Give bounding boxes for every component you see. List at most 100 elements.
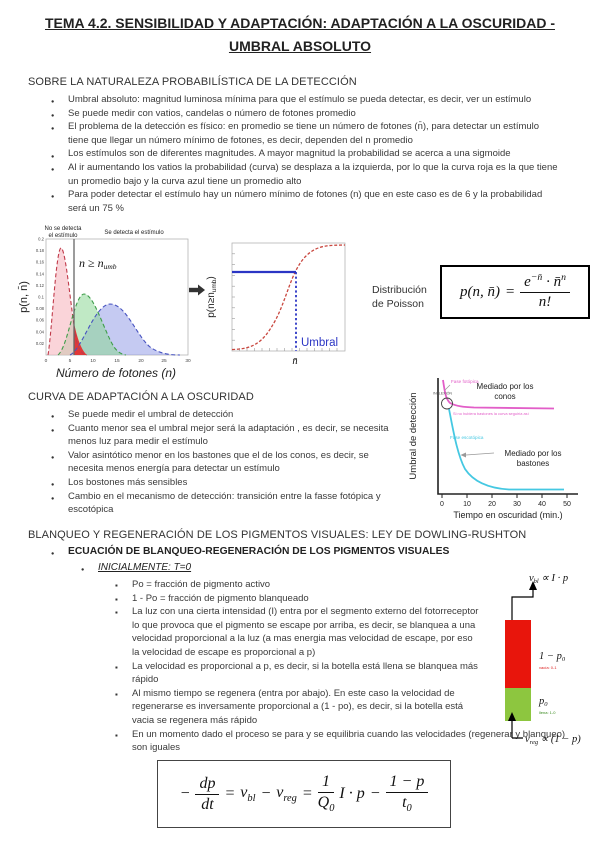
scotopic-phase-label: Fase escotópica (450, 435, 484, 440)
svg-text:0.1: 0.1 (38, 295, 44, 300)
no-detect-label-line1: No se detecta (44, 226, 82, 232)
tick-marks (232, 253, 338, 351)
regeneration-arrow-line (511, 720, 523, 739)
red-distribution-curve (47, 247, 88, 356)
bullet-item: La velocidad es proporcional a p, es dec… (112, 660, 480, 687)
page-title: TEMA 4.2. SENSIBILIDAD Y ADAPTACIÓN: ADA… (0, 12, 600, 58)
poisson-caption: Distribución de Poisson (372, 284, 427, 310)
rods-label-line1: Mediado por los (505, 449, 562, 458)
figure1-y-axis-label: p(n, n̄) (17, 281, 30, 313)
poisson-lhs: p(n, n̄) (460, 283, 501, 300)
poisson-fraction: e−n̄ · n̄n n! (520, 272, 570, 311)
axes (437, 378, 578, 495)
bullet-item: Al ir aumentando los vatios la probabili… (48, 161, 558, 188)
section2-heading: CURVA DE ADAPTACIÓN A LA OSCURIDAD (28, 391, 254, 403)
page-title-line1: TEMA 4.2. SENSIBILIDAD Y ADAPTACIÓN: ADA… (45, 15, 555, 31)
eq-v-reg: vreg (276, 783, 297, 805)
bullet-item: Se puede medir el umbral de detección (48, 408, 400, 424)
figure1-x-axis-label: Número de fotones (n) (56, 366, 176, 380)
photopic-phase-label: Fase fotópica (451, 379, 479, 384)
svg-text:0.04: 0.04 (36, 329, 45, 334)
section3-bullet-list: Po = fracción de pigmento activo 1 - Po … (112, 578, 565, 755)
escape-arrow-line (511, 589, 534, 620)
svg-text:40: 40 (538, 501, 546, 508)
red-overlap-region (74, 323, 87, 355)
svg-text:15: 15 (114, 358, 120, 364)
escape-arrow-head (529, 581, 537, 590)
bullet-item: Umbral absoluto: magnitud luminosa mínim… (48, 93, 558, 109)
scotopic-curve (448, 408, 564, 491)
svg-text:0.14: 0.14 (36, 271, 45, 276)
bullet-item: 1 - Po = fracción de pigmento blanqueado (112, 592, 480, 606)
rods-pointer-arrowhead (460, 452, 466, 458)
svg-text:20: 20 (138, 358, 144, 364)
bleached-fraction-caption: vacía: 0-1 (539, 665, 557, 670)
dowling-rushton-equation: − dp dt = vbl − vreg = 1 Q0 I · p − 1 − … (157, 760, 451, 828)
section3-heading: BLANQUEO Y REGENERACIÓN DE LOS PIGMENTOS… (28, 529, 527, 541)
bullet-item: Al mismo tiempo se regenera (entra por a… (112, 687, 480, 728)
inflection-circle (441, 397, 453, 410)
poisson-equation: p(n, n̄) = e−n̄ · n̄n n! (440, 265, 590, 319)
section2-bullet-list: Se puede medir el umbral de detección Cu… (48, 408, 400, 517)
x-tick-labels: 0 10 20 30 40 50 (440, 501, 571, 508)
bullet-item: Los bostones más sensibles (48, 476, 400, 492)
svg-text:5: 5 (69, 358, 72, 364)
bullet-item: En un momento dado el proceso se para y … (112, 728, 580, 755)
no-detect-label-line2: el estímulo (48, 233, 78, 239)
svg-text:0: 0 (45, 358, 48, 364)
bullet-item: Valor asintótico menor en los bastones q… (48, 449, 400, 476)
bullet-item: Los estímulos son de diferentes magnitud… (48, 147, 558, 163)
bullet-item: Cuanto menor sea el umbral mejor será la… (48, 422, 400, 449)
plot-frame (231, 242, 346, 352)
svg-text:30: 30 (513, 501, 521, 508)
green-distribution-curve (57, 293, 127, 356)
photopic-pointer-line (444, 384, 451, 391)
svg-text:10: 10 (463, 501, 471, 508)
regeneration-arrow-head (508, 712, 516, 721)
page-title-line2: UMBRAL ABSOLUTO (228, 38, 372, 54)
eq-1-p-t0-fraction: 1 − p t0 (385, 773, 429, 815)
active-fraction-label: p0 (538, 696, 548, 708)
right-arrow-icon (189, 284, 205, 296)
svg-text:0.18: 0.18 (36, 248, 45, 253)
active-pigment-region (505, 688, 531, 721)
regeneration-rate-equation: vreg ∝ (1 − p) (525, 734, 581, 746)
section3-subsubheading: INICIALMENTE: T=0 (78, 561, 378, 577)
detect-label: Se detecta el estímulo (104, 230, 164, 236)
svg-text:0: 0 (440, 501, 444, 508)
svg-text:0.08: 0.08 (36, 306, 45, 311)
cones-label-line2: conos (494, 392, 515, 401)
section3-sub-list: ECUACIÓN DE BLANQUEO-REGENERACIÓN DE LOS… (48, 545, 568, 561)
y-axis-ticks: 0.2 0.18 0.16 0.14 0.12 0.1 0.08 0.06 0.… (36, 237, 45, 346)
svg-text:0.12: 0.12 (36, 283, 45, 288)
svg-text:0.2: 0.2 (38, 237, 44, 242)
bullet-item: La luz con una cierta intensidad (I) ent… (112, 605, 480, 659)
eq-minus-2: − (260, 785, 272, 802)
threshold-annotation: n ≥ numb (79, 256, 117, 271)
eq-I-p-term: I · p (339, 785, 365, 802)
svg-text:10: 10 (90, 358, 96, 364)
eq-equals-1: = (224, 785, 236, 802)
svg-text:0.02: 0.02 (36, 341, 45, 346)
rods-pointer-line (465, 452, 495, 456)
cones-label-line1: Mediado por los (477, 382, 534, 391)
red-distribution-fill (48, 248, 87, 355)
svg-text:30: 30 (185, 358, 191, 364)
inflection-label: INFLEXIÓN (433, 391, 452, 396)
poisson-distributions-figure: 0.2 0.18 0.16 0.14 0.12 0.1 0.08 0.06 0.… (17, 226, 191, 380)
svg-text:0.06: 0.06 (36, 318, 45, 323)
poisson-equals: = (505, 283, 516, 300)
eq-1-Q0-fraction: 1 Q0 (317, 773, 335, 815)
pigment-bottle-figure: vbl ∝ I · p 1 − p0 vacía: 0-1 p0 llena: … (505, 573, 581, 746)
svg-text:20: 20 (488, 501, 496, 508)
eq-dp-dt-fraction: dp dt (195, 775, 220, 814)
bullet-item: Para poder detectar el estímulo hay un n… (48, 188, 558, 215)
bullet-item: Po = fracción de pigmento activo (112, 578, 480, 592)
eq-minus-3: − (369, 785, 381, 802)
svg-text:0.16: 0.16 (36, 260, 45, 265)
figure3-y-axis-label: Umbral de detección (408, 392, 419, 479)
photopic-curve (442, 379, 555, 410)
bullet-item: El problema de la detección es físico: e… (48, 120, 558, 147)
n-mean-label: n̄ (292, 356, 297, 367)
svg-text:25: 25 (161, 358, 167, 364)
